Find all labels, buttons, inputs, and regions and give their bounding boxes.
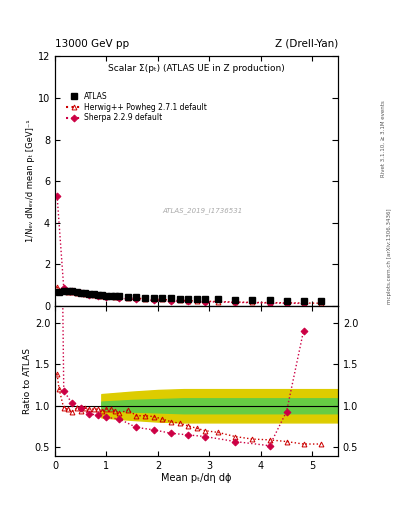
Y-axis label: Ratio to ATLAS: Ratio to ATLAS	[23, 348, 32, 414]
Text: Z (Drell-Yan): Z (Drell-Yan)	[275, 38, 338, 49]
X-axis label: Mean pₜ/dη dϕ: Mean pₜ/dη dϕ	[161, 473, 232, 483]
Text: ATLAS_2019_I1736531: ATLAS_2019_I1736531	[162, 208, 242, 215]
Text: 13000 GeV pp: 13000 GeV pp	[55, 38, 129, 49]
Legend: ATLAS, Herwig++ Powheg 2.7.1 default, Sherpa 2.2.9 default: ATLAS, Herwig++ Powheg 2.7.1 default, Sh…	[64, 90, 209, 124]
Text: Rivet 3.1.10, ≥ 3.1M events: Rivet 3.1.10, ≥ 3.1M events	[381, 100, 386, 177]
Text: mcplots.cern.ch [arXiv:1306.3436]: mcplots.cern.ch [arXiv:1306.3436]	[387, 208, 391, 304]
Y-axis label: 1/Nₑᵥ dNₑᵥ/d mean pₜ [GeV]⁻¹: 1/Nₑᵥ dNₑᵥ/d mean pₜ [GeV]⁻¹	[26, 120, 35, 243]
Text: Scalar Σ(pₜ) (ATLAS UE in Z production): Scalar Σ(pₜ) (ATLAS UE in Z production)	[108, 64, 285, 73]
